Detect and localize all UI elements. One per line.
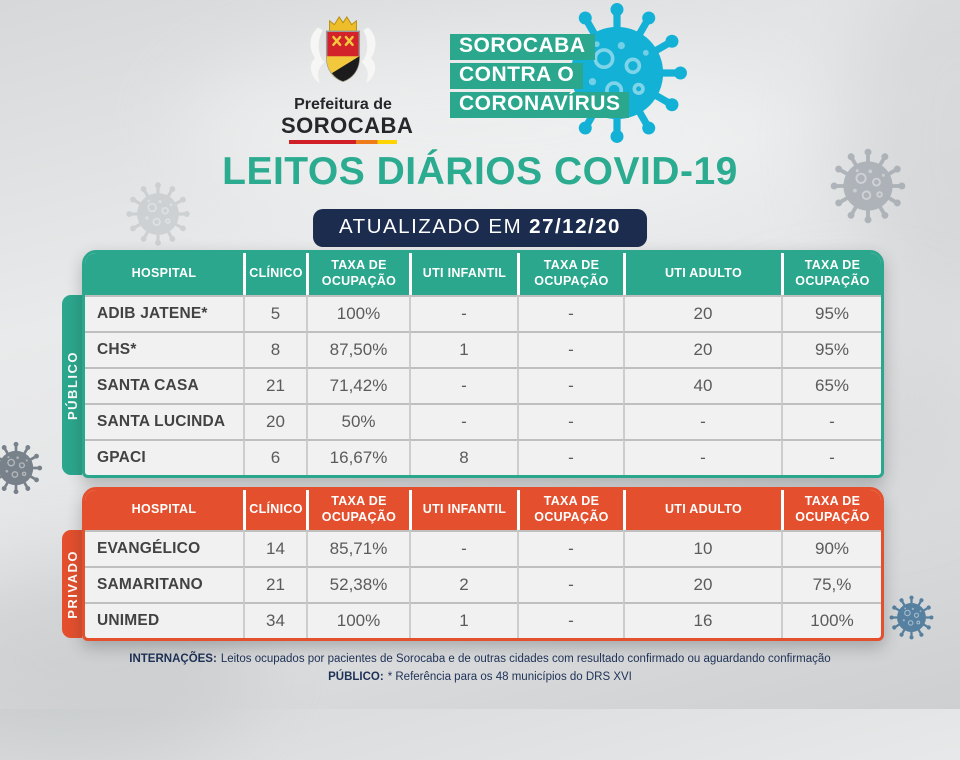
value-cell: 21 xyxy=(243,367,306,403)
value-cell: - xyxy=(517,295,623,331)
hospital-name-cell: ADIB JATENE* xyxy=(85,295,243,331)
column-header: UTI INFANTIL xyxy=(409,490,517,530)
value-cell: 95% xyxy=(781,331,881,367)
value-cell: 6 xyxy=(243,439,306,475)
value-cell: 34 xyxy=(243,602,306,638)
footnote-label: PÚBLICO: xyxy=(328,671,384,684)
group-band-label: PRIVADO xyxy=(64,549,80,619)
value-cell: 14 xyxy=(243,530,306,566)
column-header: TAXA DE OCUPAÇÃO xyxy=(781,490,881,530)
footnote-label: INTERNAÇÕES: xyxy=(129,653,217,665)
value-cell: 50% xyxy=(306,403,409,439)
hospital-name-cell: EVANGÉLICO xyxy=(85,530,243,566)
value-cell: 100% xyxy=(781,602,881,638)
value-cell: - xyxy=(517,403,623,439)
value-cell: 5 xyxy=(243,295,306,331)
value-cell: 20 xyxy=(623,295,781,331)
column-header: HOSPITAL xyxy=(85,490,243,530)
value-cell: - xyxy=(517,331,623,367)
column-header: TAXA DE OCUPAÇÃO xyxy=(306,253,409,295)
value-cell: - xyxy=(517,367,623,403)
value-cell: 1 xyxy=(409,602,517,638)
value-cell: 40 xyxy=(623,367,781,403)
value-cell: - xyxy=(781,403,881,439)
value-cell: 2 xyxy=(409,566,517,602)
value-cell: 16 xyxy=(623,602,781,638)
logo-text-line2: SOROCABA xyxy=(281,112,414,138)
page-title: LEITOS DIÁRIOS COVID-19 xyxy=(222,150,738,193)
value-cell: - xyxy=(623,403,781,439)
value-cell: - xyxy=(517,530,623,566)
value-cell: 16,67% xyxy=(306,439,409,475)
updated-banner: ATUALIZADO EM 27/12/20 xyxy=(313,209,647,247)
campaign-line: CORONAVÍRUS xyxy=(450,92,630,119)
value-cell: 1 xyxy=(409,331,517,367)
value-cell: - xyxy=(517,602,623,638)
updated-banner-prefix: ATUALIZADO EM xyxy=(339,215,523,238)
value-cell: - xyxy=(623,439,781,475)
prefeitura-logo: Prefeitura de SOROCABA xyxy=(281,12,414,144)
value-cell: 65% xyxy=(781,367,881,403)
value-cell: 21 xyxy=(243,566,306,602)
value-cell: 8 xyxy=(243,331,306,367)
group-band-publico: PÚBLICO xyxy=(62,295,82,475)
hospital-name-cell: UNIMED xyxy=(85,602,243,638)
value-cell: - xyxy=(409,295,517,331)
column-header: TAXA DE OCUPAÇÃO xyxy=(781,253,881,295)
value-cell: 71,42% xyxy=(306,367,409,403)
column-header: TAXA DE OCUPAÇÃO xyxy=(517,253,623,295)
value-cell: 100% xyxy=(306,295,409,331)
hospital-name-cell: CHS* xyxy=(85,331,243,367)
value-cell: 20 xyxy=(623,566,781,602)
column-header: CLÍNICO xyxy=(243,490,306,530)
group-band-label: PÚBLICO xyxy=(64,350,80,420)
updated-banner-date: 27/12/20 xyxy=(529,215,621,238)
value-cell: 90% xyxy=(781,530,881,566)
footnote-internacoes: INTERNAÇÕES: Leitos ocupados por paciente… xyxy=(0,650,960,668)
value-cell: 20 xyxy=(243,403,306,439)
hospital-name-cell: GPACI xyxy=(85,439,243,475)
campaign-line: CONTRA O xyxy=(450,63,584,90)
private-hospitals-table: HOSPITAL CLÍNICO TAXA DE OCUPAÇÃO UTI IN… xyxy=(82,487,884,641)
hospital-name-cell: SANTA LUCINDA xyxy=(85,403,243,439)
value-cell: 52,38% xyxy=(306,566,409,602)
value-cell: 10 xyxy=(623,530,781,566)
value-cell: 87,50% xyxy=(306,331,409,367)
value-cell: 20 xyxy=(623,331,781,367)
column-header: UTI INFANTIL xyxy=(409,253,517,295)
value-cell: - xyxy=(409,367,517,403)
public-hospitals-table: HOSPITAL CLÍNICO TAXA DE OCUPAÇÃO UTI IN… xyxy=(82,250,884,478)
column-header: TAXA DE OCUPAÇÃO xyxy=(306,490,409,530)
value-cell: 8 xyxy=(409,439,517,475)
logo-underline xyxy=(289,139,397,144)
value-cell: - xyxy=(781,439,881,475)
campaign-banner: SOROCABA CONTRA O CORONAVÍRUS xyxy=(450,34,630,119)
value-cell: 95% xyxy=(781,295,881,331)
column-header: HOSPITAL xyxy=(85,253,243,295)
campaign-line: SOROCABA xyxy=(450,34,595,61)
value-cell: 100% xyxy=(306,602,409,638)
hospital-name-cell: SAMARITANO xyxy=(85,566,243,602)
column-header: CLÍNICO xyxy=(243,253,306,295)
footnote-text: Leitos ocupados por pacientes de Sorocab… xyxy=(220,653,831,665)
virus-decoration-icon xyxy=(888,594,935,641)
group-band-privado: PRIVADO xyxy=(62,530,82,638)
logo-text-line1: Prefeitura de xyxy=(294,96,392,113)
value-cell: - xyxy=(409,403,517,439)
sorocaba-coat-of-arms-icon xyxy=(310,16,376,84)
column-header: UTI ADULTO xyxy=(623,490,781,530)
value-cell: - xyxy=(409,530,517,566)
value-cell: - xyxy=(517,439,623,475)
value-cell: 85,71% xyxy=(306,530,409,566)
footnote-text: * Referência para os 48 municípios do DR… xyxy=(387,671,632,684)
footnote-publico: PÚBLICO: * Referência para os 48 municípi… xyxy=(0,668,960,686)
column-header: UTI ADULTO xyxy=(623,253,781,295)
footnotes: INTERNAÇÕES: Leitos ocupados por paciente… xyxy=(0,650,960,687)
value-cell: - xyxy=(517,566,623,602)
column-header: TAXA DE OCUPAÇÃO xyxy=(517,490,623,530)
value-cell: 75,% xyxy=(781,566,881,602)
virus-decoration-icon xyxy=(0,440,44,496)
hospital-name-cell: SANTA CASA xyxy=(85,367,243,403)
